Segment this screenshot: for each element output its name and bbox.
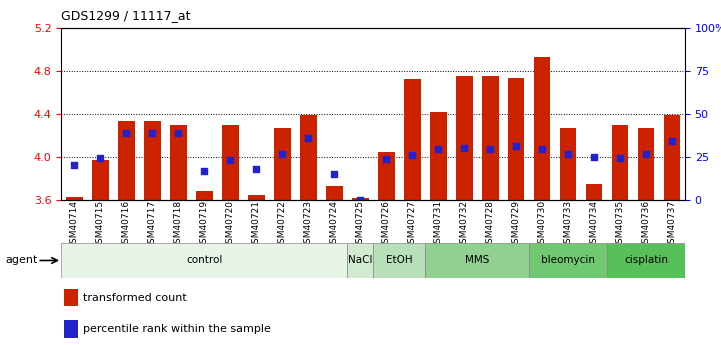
Point	[433, 147, 444, 152]
Bar	[196, 191, 213, 200]
Point	[250, 166, 262, 171]
Bar	[274, 128, 291, 200]
Point	[276, 151, 288, 157]
Text: bleomycin: bleomycin	[541, 256, 595, 265]
Text: GSM40735: GSM40735	[616, 200, 624, 249]
Text: GSM40724: GSM40724	[329, 200, 339, 249]
Text: NaCl: NaCl	[348, 256, 372, 265]
Text: GSM40725: GSM40725	[355, 200, 365, 249]
Bar	[607, 243, 685, 278]
Bar	[66, 197, 83, 200]
Text: GSM40726: GSM40726	[381, 200, 391, 249]
Bar	[352, 198, 368, 200]
Point	[381, 156, 392, 162]
Text: GSM40715: GSM40715	[96, 200, 105, 249]
Text: GSM40734: GSM40734	[590, 200, 598, 249]
Point	[354, 197, 366, 203]
Bar	[425, 243, 529, 278]
Point	[68, 162, 80, 167]
Bar	[585, 184, 603, 200]
Point	[94, 155, 106, 161]
Text: GSM40717: GSM40717	[148, 200, 156, 249]
Point	[459, 146, 470, 151]
Bar	[61, 243, 347, 278]
Bar	[456, 76, 472, 200]
Bar	[92, 160, 109, 200]
Bar	[326, 186, 342, 200]
Text: GSM40719: GSM40719	[200, 200, 208, 249]
Bar	[378, 151, 394, 200]
Bar	[118, 121, 135, 200]
Bar	[611, 125, 629, 200]
Text: transformed count: transformed count	[83, 293, 187, 303]
Point	[588, 154, 600, 160]
Point	[146, 130, 158, 136]
Bar	[430, 112, 446, 200]
Point	[485, 147, 496, 152]
Bar	[482, 76, 498, 200]
Point	[328, 171, 340, 177]
Point	[666, 138, 678, 144]
Point	[172, 130, 184, 136]
Point	[224, 157, 236, 163]
Bar	[637, 128, 655, 200]
Text: control: control	[186, 256, 222, 265]
Text: GSM40723: GSM40723	[304, 200, 313, 249]
Point	[614, 155, 626, 161]
Text: GSM40716: GSM40716	[122, 200, 131, 249]
Text: EtOH: EtOH	[386, 256, 412, 265]
Bar	[663, 115, 681, 200]
Bar	[373, 243, 425, 278]
Bar	[508, 78, 524, 200]
Point	[407, 152, 418, 158]
Text: GSM40721: GSM40721	[252, 200, 261, 249]
Point	[510, 144, 522, 149]
Bar	[64, 320, 78, 337]
Bar	[347, 243, 373, 278]
Text: GSM40730: GSM40730	[538, 200, 547, 249]
Text: GSM40720: GSM40720	[226, 200, 235, 249]
Text: GSM40732: GSM40732	[459, 200, 469, 249]
Bar	[404, 79, 420, 200]
Bar	[248, 195, 265, 200]
Text: GSM40736: GSM40736	[642, 200, 650, 249]
Point	[562, 151, 574, 157]
Text: GDS1299 / 11117_at: GDS1299 / 11117_at	[61, 9, 191, 22]
Text: GSM40718: GSM40718	[174, 200, 182, 249]
Text: GSM40714: GSM40714	[70, 200, 79, 249]
Point	[198, 168, 210, 174]
Bar	[534, 57, 550, 200]
Point	[536, 147, 548, 152]
Bar	[143, 121, 161, 200]
Bar	[64, 289, 78, 306]
Text: GSM40737: GSM40737	[668, 200, 676, 249]
Bar	[222, 125, 239, 200]
Text: agent: agent	[6, 256, 38, 265]
Text: MMS: MMS	[465, 256, 490, 265]
Bar	[300, 115, 317, 200]
Text: GSM40728: GSM40728	[485, 200, 495, 249]
Point	[302, 135, 314, 140]
Text: GSM40727: GSM40727	[407, 200, 417, 249]
Bar	[529, 243, 607, 278]
Bar	[169, 125, 187, 200]
Text: cisplatin: cisplatin	[624, 256, 668, 265]
Text: GSM40722: GSM40722	[278, 200, 287, 249]
Text: GSM40733: GSM40733	[564, 200, 572, 249]
Text: GSM40731: GSM40731	[433, 200, 443, 249]
Text: percentile rank within the sample: percentile rank within the sample	[83, 324, 271, 334]
Point	[640, 151, 652, 157]
Point	[120, 130, 132, 136]
Text: GSM40729: GSM40729	[511, 200, 521, 249]
Bar	[559, 128, 577, 200]
